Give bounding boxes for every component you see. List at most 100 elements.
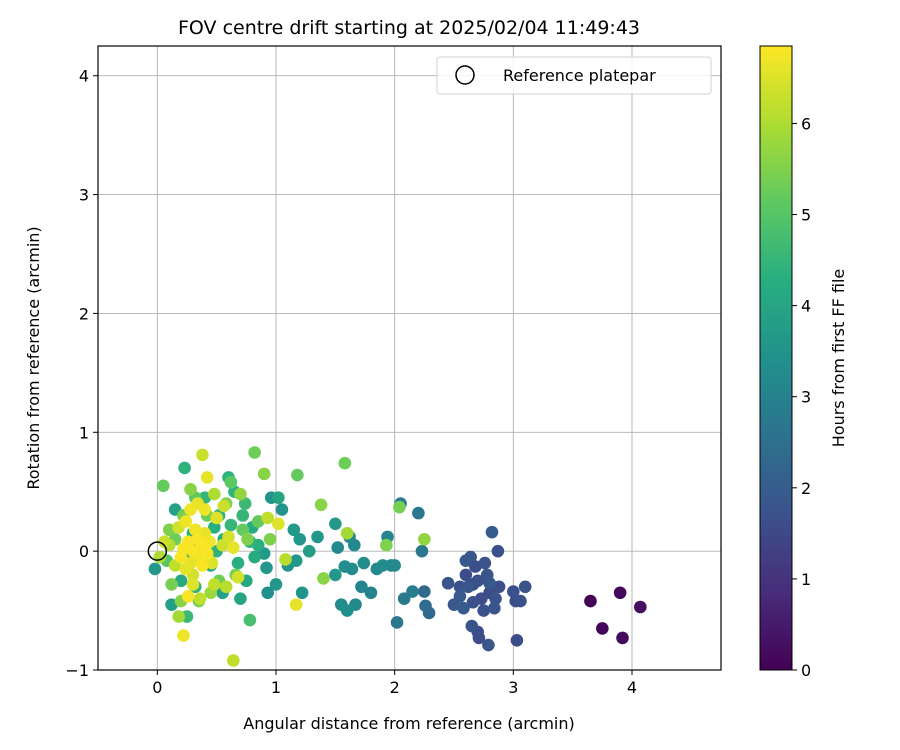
y-tick-label: 4 (79, 67, 89, 86)
scatter-point (205, 556, 219, 570)
colorbar-ticks: 0 1 2 3 4 5 6 (792, 114, 811, 680)
scatter-point (179, 515, 193, 528)
scatter-point (236, 509, 250, 522)
scatter-point (465, 619, 479, 633)
scatter-point (261, 511, 274, 525)
scatter-point (287, 523, 301, 537)
x-axis-label: Angular distance from reference (arcmin) (243, 714, 574, 733)
scatter-point (492, 580, 506, 594)
scatter-point (418, 585, 431, 598)
scatter-point (207, 521, 221, 534)
scatter-point (289, 598, 303, 611)
scatter-point (186, 544, 200, 558)
scatter-point (380, 538, 393, 552)
scatter-point (459, 554, 473, 567)
scatter-point (224, 518, 238, 532)
scatter-point (397, 592, 411, 605)
colorbar-label: Hours from first FF file (829, 269, 848, 448)
scatter-point (224, 475, 238, 489)
scatter-point (510, 633, 524, 647)
colorbar-tick-label: 6 (801, 114, 811, 133)
scatter-point (415, 544, 429, 558)
scatter-point (177, 629, 190, 642)
scatter-point (355, 580, 368, 594)
scatter-point (459, 568, 473, 582)
scatter-point (329, 517, 342, 531)
scatter-point (207, 487, 221, 501)
colorbar-tick-label: 2 (801, 479, 811, 498)
scatter-point (226, 654, 240, 667)
scatter-point (491, 544, 505, 558)
scatter-point (207, 578, 221, 591)
scatter-point (357, 556, 371, 570)
scatter-point (518, 580, 532, 594)
scatter-point (461, 580, 475, 594)
legend: Reference platepar (436, 56, 712, 95)
scatter-point (272, 517, 285, 531)
scatter-point (198, 503, 212, 516)
scatter-point (275, 503, 289, 516)
y-tick-label: 2 (79, 304, 89, 323)
scatter-point (616, 631, 629, 645)
scatter-point (261, 586, 274, 600)
scatter-point (388, 559, 401, 572)
scatter-point (179, 562, 193, 576)
scatter-point (196, 448, 209, 462)
colorbar-tick-label: 1 (801, 570, 811, 589)
y-tick-label: −1 (65, 661, 89, 680)
scatter-point (186, 578, 200, 591)
scatter-point (184, 503, 197, 516)
scatter-point (311, 530, 324, 544)
scatter-point (469, 560, 482, 573)
x-tick-label: 2 (390, 678, 400, 697)
x-tick-label: 0 (152, 678, 162, 697)
x-tick-label: 1 (271, 678, 281, 697)
scatter-point (219, 580, 233, 594)
scatter-point (272, 491, 285, 504)
x-axis-ticks: 0 1 2 3 4 (152, 670, 637, 697)
colorbar-tick-label: 0 (801, 661, 811, 680)
scatter-point (162, 523, 176, 537)
scatter-point (184, 483, 197, 496)
scatter-point (472, 631, 486, 645)
colorbar-tick-label: 4 (801, 297, 811, 316)
scatter-point (222, 530, 235, 544)
scatter-point (331, 541, 345, 554)
scatter-point (231, 556, 245, 570)
scatter-point (158, 535, 171, 548)
scatter-point (338, 456, 352, 470)
scatter-point (613, 586, 627, 600)
colorbar-gradient (759, 45, 793, 671)
scatter-point (243, 613, 257, 627)
scatter-point (269, 578, 283, 591)
scatter-point (189, 523, 202, 537)
scatter-point (234, 592, 247, 605)
scatter-point (482, 638, 495, 652)
scatter-point (477, 604, 490, 617)
scatter-point (418, 532, 431, 546)
scatter-point (419, 599, 432, 613)
scatter-point (241, 532, 254, 546)
y-tick-label: 3 (79, 186, 89, 205)
legend-marker-icon (455, 65, 475, 85)
scatter-point (193, 592, 207, 605)
scatter-point (291, 468, 304, 482)
scatter-point (295, 586, 309, 600)
y-axis-ticks: −1 0 1 2 3 4 (65, 67, 98, 680)
scatter-point (260, 561, 273, 575)
scatter-point (471, 574, 485, 588)
scatter-point (251, 515, 265, 528)
scatter-point (148, 562, 162, 576)
scatter-point (238, 497, 252, 510)
scatter-point (236, 523, 250, 537)
scatter-point (181, 590, 195, 603)
chart-title: FOV centre drift starting at 2025/02/04 … (178, 17, 640, 39)
y-axis-label: Rotation from reference (arcmin) (24, 226, 43, 489)
scatter-point (257, 467, 271, 481)
scatter-points (148, 446, 647, 667)
scatter-point (485, 525, 499, 539)
scatter-point (172, 610, 185, 623)
scatter-point (348, 538, 361, 552)
scatter-point (165, 578, 178, 591)
